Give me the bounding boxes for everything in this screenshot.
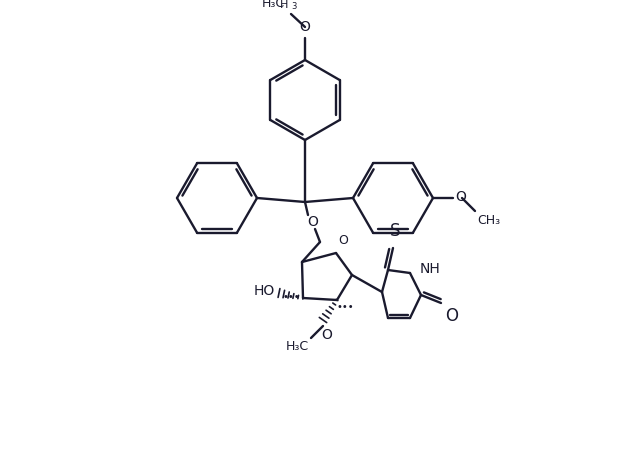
Text: H: H bbox=[280, 0, 288, 10]
Text: O: O bbox=[308, 215, 319, 229]
Text: H₃C: H₃C bbox=[286, 340, 309, 353]
Text: CH₃: CH₃ bbox=[477, 214, 500, 227]
Text: H₃C: H₃C bbox=[262, 0, 285, 10]
Text: NH: NH bbox=[420, 262, 441, 276]
Text: O: O bbox=[455, 190, 466, 204]
Text: HO: HO bbox=[253, 284, 275, 298]
Text: •••: ••• bbox=[282, 292, 300, 302]
Text: 3: 3 bbox=[291, 2, 296, 11]
Text: O: O bbox=[445, 307, 458, 325]
Text: S: S bbox=[390, 222, 400, 240]
Text: O: O bbox=[300, 20, 310, 34]
Text: •••: ••• bbox=[336, 302, 354, 312]
Text: O: O bbox=[321, 328, 332, 342]
Text: O: O bbox=[338, 234, 348, 247]
